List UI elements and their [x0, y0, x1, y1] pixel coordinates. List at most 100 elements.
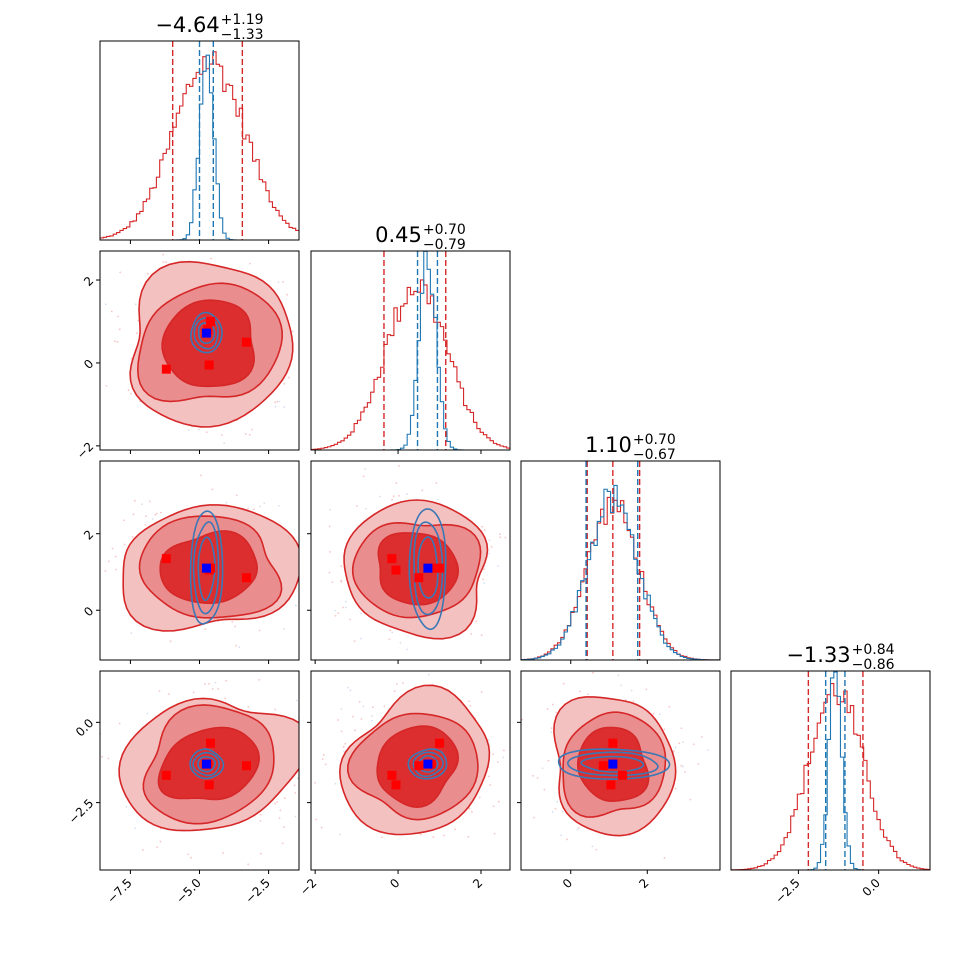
sample-dot-red — [480, 691, 483, 693]
sample-dot-red — [278, 817, 281, 820]
sample-dot-red — [355, 505, 358, 508]
sample-dot-red — [160, 511, 162, 514]
sample-dot-red — [162, 253, 164, 256]
blue-contour-level-1 — [192, 751, 221, 777]
sample-dot-red — [282, 280, 285, 283]
sample-dot-red — [283, 826, 285, 829]
sample-dot-red — [697, 762, 700, 765]
sample-dot-red — [258, 629, 261, 632]
x-tick-label: 2 — [470, 876, 485, 891]
sample-dot-red — [204, 683, 206, 685]
sample-dot-red — [162, 212, 164, 214]
sample-dot-red — [314, 753, 316, 755]
sample-dot-red — [555, 711, 558, 714]
sample-dot-red — [169, 640, 172, 643]
scatter-panel-frame — [310, 460, 511, 661]
sample-dot-red — [279, 809, 282, 812]
sample-dot-blue — [258, 505, 261, 508]
blue-contour-level-0 — [557, 748, 671, 780]
sample-dot-red — [320, 826, 323, 829]
sample-dot-red — [398, 465, 400, 467]
sample-dot-red — [578, 661, 580, 663]
sample-dot-red — [244, 433, 247, 435]
sample-dot-red — [131, 536, 134, 538]
sample-dot-red — [358, 700, 361, 703]
sample-dot-blue — [312, 601, 314, 603]
sample-dot-red — [663, 728, 666, 731]
sample-dot-red — [493, 832, 496, 835]
x-tick-label: −2.5 — [772, 876, 803, 907]
sample-dot-red — [286, 293, 289, 296]
sample-dot-red — [81, 600, 83, 602]
blue-contour-level-1 — [566, 751, 659, 777]
hist-panel-2 — [520, 460, 721, 661]
sample-dot-red — [276, 801, 278, 803]
blue-contour-level-2 — [197, 536, 216, 602]
sample-dot-red — [432, 836, 435, 839]
sample-dot-blue — [360, 612, 362, 615]
param-title-minus: −1.33 — [221, 27, 264, 43]
truth-point-blue — [608, 759, 618, 769]
sample-dot-red — [328, 525, 331, 528]
sample-dot-red — [274, 802, 277, 805]
sample-dot-red — [331, 581, 334, 584]
sample-dot-blue — [483, 582, 485, 585]
sample-dot-red — [453, 828, 456, 831]
sample-dot-red — [499, 533, 501, 536]
scatter-panel-1-0 — [99, 212, 302, 473]
blue-contour-level-0 — [407, 748, 448, 780]
sample-dot-red — [521, 718, 523, 721]
truth-point-red — [606, 780, 616, 790]
sample-dot-red — [234, 625, 236, 628]
sample-dot-red — [503, 749, 505, 752]
sample-dot-red — [189, 471, 191, 473]
sample-dot-red — [388, 638, 391, 641]
sample-dot-red — [395, 482, 398, 484]
blue-contour-level-0 — [189, 510, 224, 625]
sample-dot-blue — [214, 681, 217, 684]
sample-dot-red — [304, 547, 306, 549]
param-title-plus: +1.19 — [221, 12, 264, 28]
sample-dot-blue — [125, 805, 128, 808]
param-title-plus: +0.70 — [633, 432, 676, 448]
sample-dot-red — [587, 693, 589, 696]
sample-dot-red — [393, 690, 396, 693]
sample-dot-red — [566, 838, 568, 841]
sample-dot-red — [156, 846, 159, 849]
sample-dot-red — [118, 722, 121, 725]
sample-dot-blue — [263, 502, 266, 505]
truth-point-red — [241, 573, 251, 583]
sample-dot-blue — [630, 689, 633, 692]
sample-dot-red — [504, 536, 507, 539]
scatter-panel-2-0 — [81, 460, 314, 661]
sample-dot-blue — [521, 531, 523, 533]
scatter-panel-3-2 — [520, 661, 721, 893]
sample-dot-red — [342, 606, 344, 609]
sample-dot-red — [314, 782, 317, 784]
sample-dot-red — [158, 690, 161, 692]
sample-dot-red — [668, 705, 671, 708]
red-histogram — [521, 496, 720, 660]
hist-panel-content — [521, 461, 720, 660]
sample-dot-blue — [294, 604, 297, 607]
y-tick-label: 0.0 — [73, 716, 96, 739]
scatter-panel-content — [100, 678, 316, 866]
sample-dot-blue — [487, 739, 490, 742]
sample-dot-blue — [545, 891, 547, 893]
sample-dot-red — [211, 488, 214, 491]
sample-dot-red — [247, 507, 249, 510]
blue-contour-level-1 — [413, 521, 444, 616]
sample-dot-red — [680, 764, 683, 767]
x-tick-label: −7.5 — [104, 876, 135, 907]
sample-dot-red — [592, 671, 594, 674]
sample-dot-blue — [187, 429, 190, 431]
sample-dot-red — [300, 411, 302, 413]
sample-dot-blue — [556, 800, 559, 803]
y-tick-label: 0 — [81, 357, 96, 372]
sample-dot-red — [287, 376, 290, 379]
sample-dot-blue — [391, 631, 394, 634]
sample-dot-blue — [349, 689, 352, 692]
sample-dot-red — [692, 743, 695, 746]
y-tick-label: 2 — [81, 527, 96, 542]
sample-dot-red — [354, 729, 356, 732]
